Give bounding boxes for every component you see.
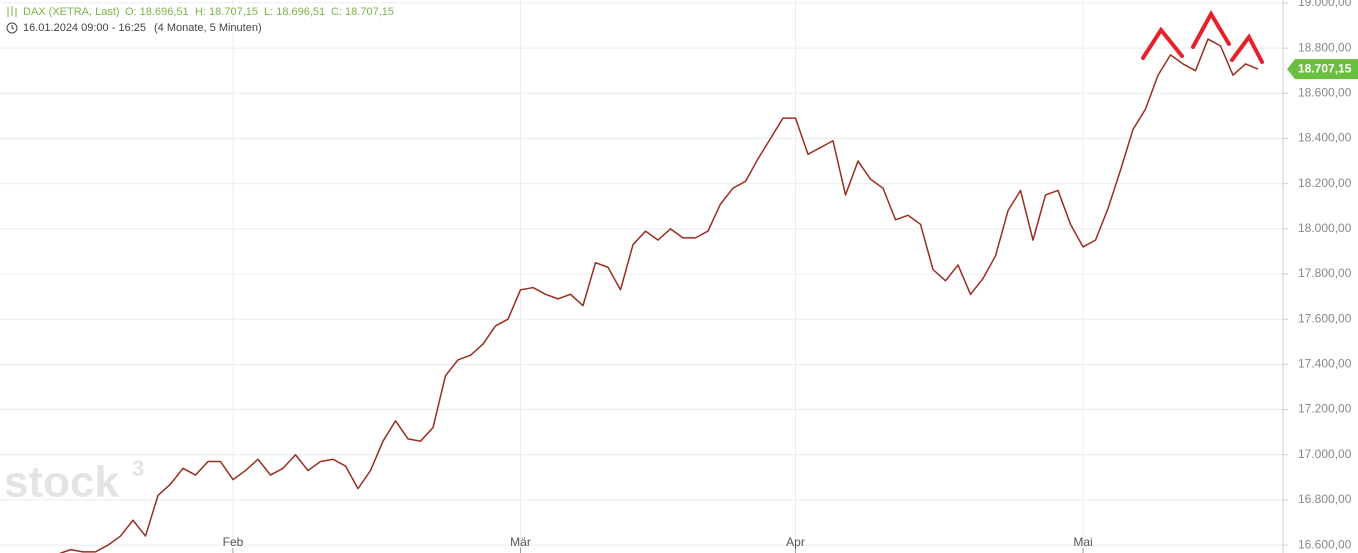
watermark-mark: 3 <box>132 456 144 481</box>
y-tick-label: 18.800,00 <box>1298 40 1352 54</box>
instrument: DAX (XETRA, Last) <box>23 6 120 18</box>
y-tick-label: 18.400,00 <box>1298 131 1352 145</box>
clock-hands <box>11 25 15 30</box>
peak-left <box>1141 26 1184 60</box>
x-tick-label: Feb <box>223 535 244 549</box>
y-tick-label: 17.000,00 <box>1298 447 1352 461</box>
y-tick-label: 16.800,00 <box>1298 492 1352 506</box>
x-tick-label: Mai <box>1073 535 1092 549</box>
close: C: 18.707,15 <box>331 6 394 18</box>
y-tick-label: 17.600,00 <box>1298 311 1352 325</box>
period: (4 Monate, 5 Minuten) <box>154 22 262 34</box>
peak-head <box>1191 9 1231 49</box>
y-tick-label: 18.200,00 <box>1298 176 1352 190</box>
x-tick-label: Apr <box>786 535 805 549</box>
y-tick-label: 16.600,00 <box>1298 537 1352 551</box>
price-line <box>58 38 1259 553</box>
y-tick-label: 19.000,00 <box>1298 0 1352 9</box>
header-icon <box>7 6 17 17</box>
y-tick-label: 17.800,00 <box>1298 266 1352 280</box>
plot <box>58 38 1259 553</box>
clock-icon <box>6 22 18 34</box>
y-tick-label: 18.600,00 <box>1298 85 1352 99</box>
y-tick-label: 17.200,00 <box>1298 402 1352 416</box>
y-tick-label: 18.000,00 <box>1298 221 1352 235</box>
open: O: 18.696,51 <box>125 6 189 18</box>
pattern-annotation <box>1141 9 1264 64</box>
last-price-label: 18.707,15 <box>1298 61 1352 75</box>
low: L: 18.696,51 <box>264 6 325 18</box>
last-price-badge <box>1287 59 1358 80</box>
watermark: stock <box>4 458 119 507</box>
date-range: 16.01.2024 09:00 - 16:25 <box>23 22 146 34</box>
high: H: 18.707,15 <box>195 6 258 18</box>
y-tick-label: 17.400,00 <box>1298 357 1352 371</box>
peak-right <box>1230 33 1264 64</box>
grid <box>0 0 1283 553</box>
x-tick-label: Mär <box>510 535 531 549</box>
